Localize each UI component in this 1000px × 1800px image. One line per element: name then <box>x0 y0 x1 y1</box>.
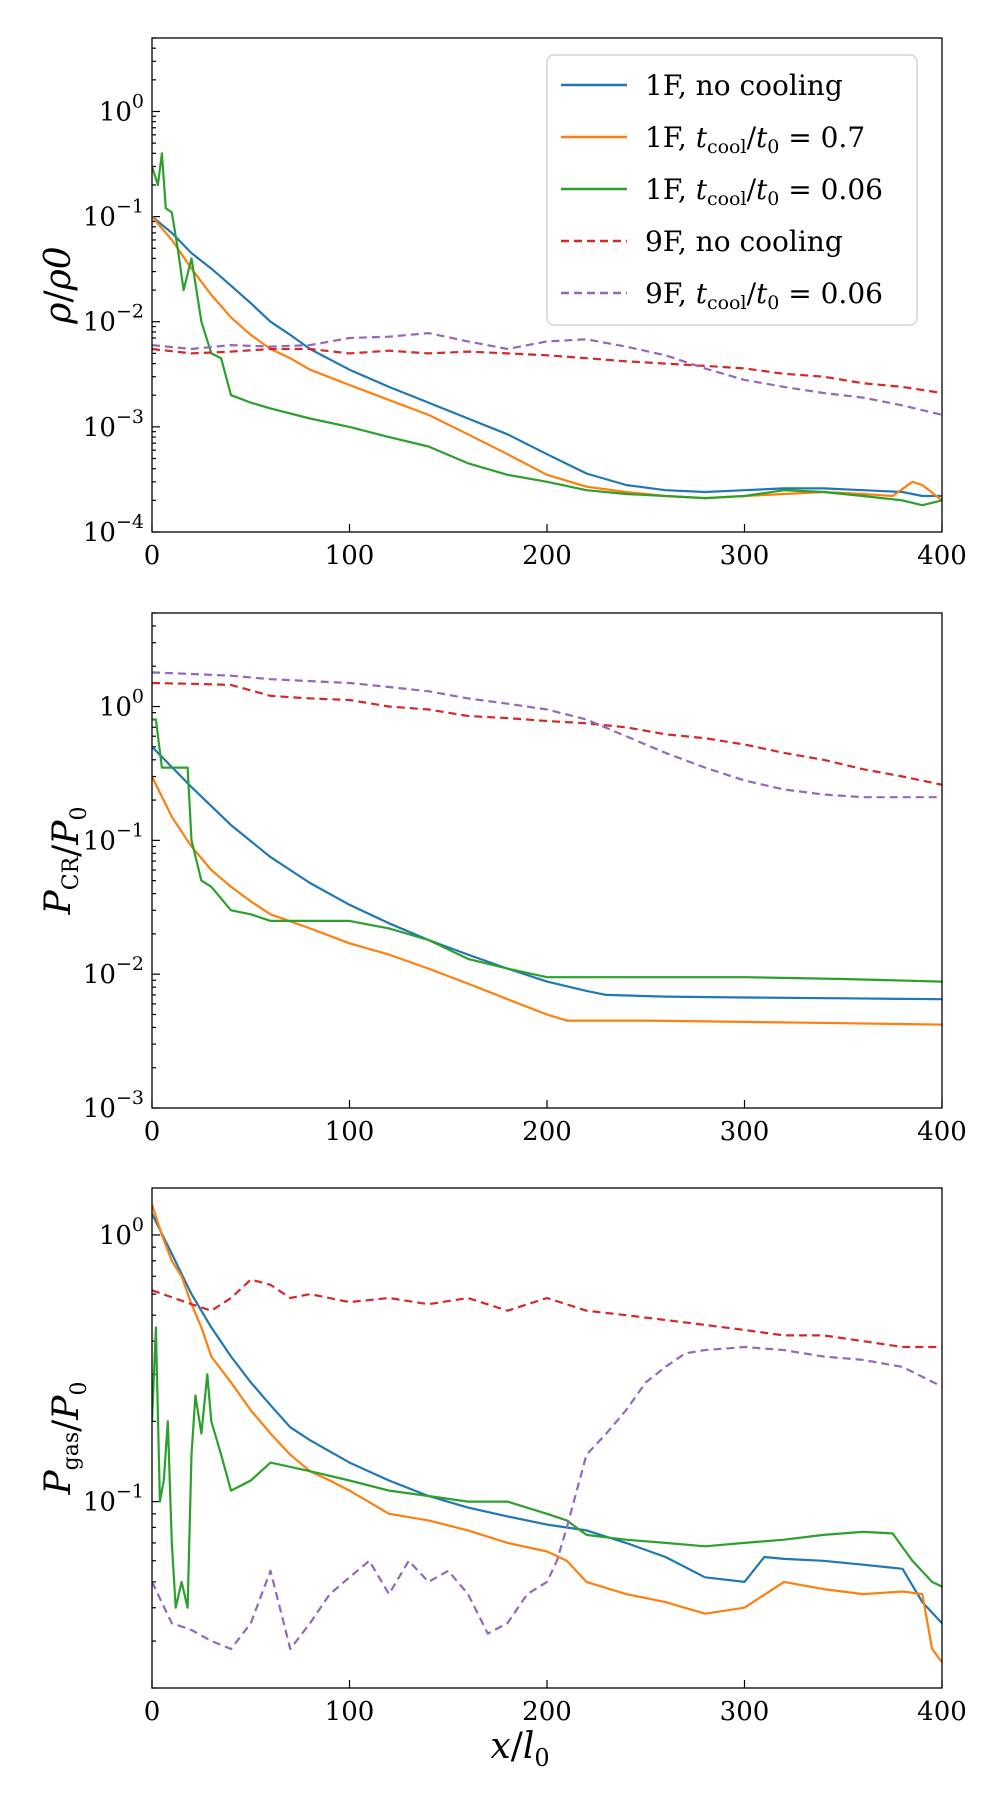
x-tick-label: 300 <box>720 541 770 571</box>
y-tick-label: 10−2 <box>83 953 144 990</box>
cr-pressure-panel: 10−3 10−2 10−1 100 0 100 200 300 400 PCR/P0 <box>38 612 967 1147</box>
series-line <box>152 1278 942 1349</box>
y-axis-label: Pgas/P0 <box>38 1381 92 1495</box>
x-tick-label: 0 <box>144 1697 161 1727</box>
plot-frame <box>151 37 943 533</box>
y-tick-label: 10−1 <box>83 819 144 856</box>
x-tick-label: 300 <box>720 1117 770 1147</box>
density-panel: 10−4 10−3 10−2 10−1 100 0 100 200 300 400 ρ/ρ0 1F, … <box>38 37 967 571</box>
x-tick-label: 0 <box>144 1117 161 1147</box>
y-tick-label: 10−3 <box>83 1087 144 1124</box>
series-line <box>152 347 942 395</box>
series-line <box>152 152 942 507</box>
y-tick-label: 100 <box>99 686 144 723</box>
plot-frame <box>151 1187 943 1689</box>
series-line <box>152 332 942 416</box>
gas-pressure-panel: 10−1 100 0 100 200 300 400 Pgas/P0 <box>38 1187 967 1727</box>
series-line <box>152 1213 942 1624</box>
legend-label: 1F, no cooling <box>645 69 843 102</box>
series-line <box>152 1345 942 1651</box>
series-line <box>152 681 942 786</box>
legend-label: 1F, tcool/t0 = 0.7 <box>645 121 865 158</box>
series-line <box>152 215 942 498</box>
y-tick-label: 100 <box>99 1214 144 1251</box>
y-tick-label: 10−1 <box>83 1481 144 1518</box>
series-line <box>152 1204 942 1663</box>
series-line <box>152 671 942 799</box>
x-tick-label: 100 <box>325 1117 375 1147</box>
y-axis-label: PCR/P0 <box>38 806 92 915</box>
x-axis-label: x/l0 <box>490 1726 549 1772</box>
y-tick-label: 10−3 <box>83 406 144 443</box>
y-axis-label: ρ/ρ0 <box>38 246 79 324</box>
x-tick-label: 100 <box>325 1697 375 1727</box>
y-tick-label: 10−4 <box>83 511 144 548</box>
x-tick-label: 400 <box>917 541 967 571</box>
x-tick-label: 200 <box>522 1697 572 1727</box>
legend-label: 9F, no cooling <box>645 225 843 258</box>
x-tick-label: 200 <box>522 541 572 571</box>
series-line <box>152 215 942 502</box>
series-line <box>152 746 942 1001</box>
x-tick-label: 200 <box>522 1117 572 1147</box>
series-line <box>152 1326 942 1609</box>
plot-frame <box>151 612 943 1109</box>
x-tick-label: 300 <box>720 1697 770 1727</box>
x-tick-label: 0 <box>144 541 161 571</box>
series-line <box>152 776 942 1026</box>
x-tick-label: 400 <box>917 1697 967 1727</box>
series-line <box>152 718 942 983</box>
y-tick-label: 100 <box>99 90 144 127</box>
legend-box <box>546 54 918 326</box>
x-tick-label: 100 <box>325 541 375 571</box>
legend-label: 1F, tcool/t0 = 0.06 <box>645 173 883 210</box>
x-tick-label: 400 <box>917 1117 967 1147</box>
legend-label: 9F, tcool/t0 = 0.06 <box>645 277 883 314</box>
y-tick-label: 10−1 <box>83 196 144 233</box>
y-tick-label: 10−2 <box>83 301 144 338</box>
